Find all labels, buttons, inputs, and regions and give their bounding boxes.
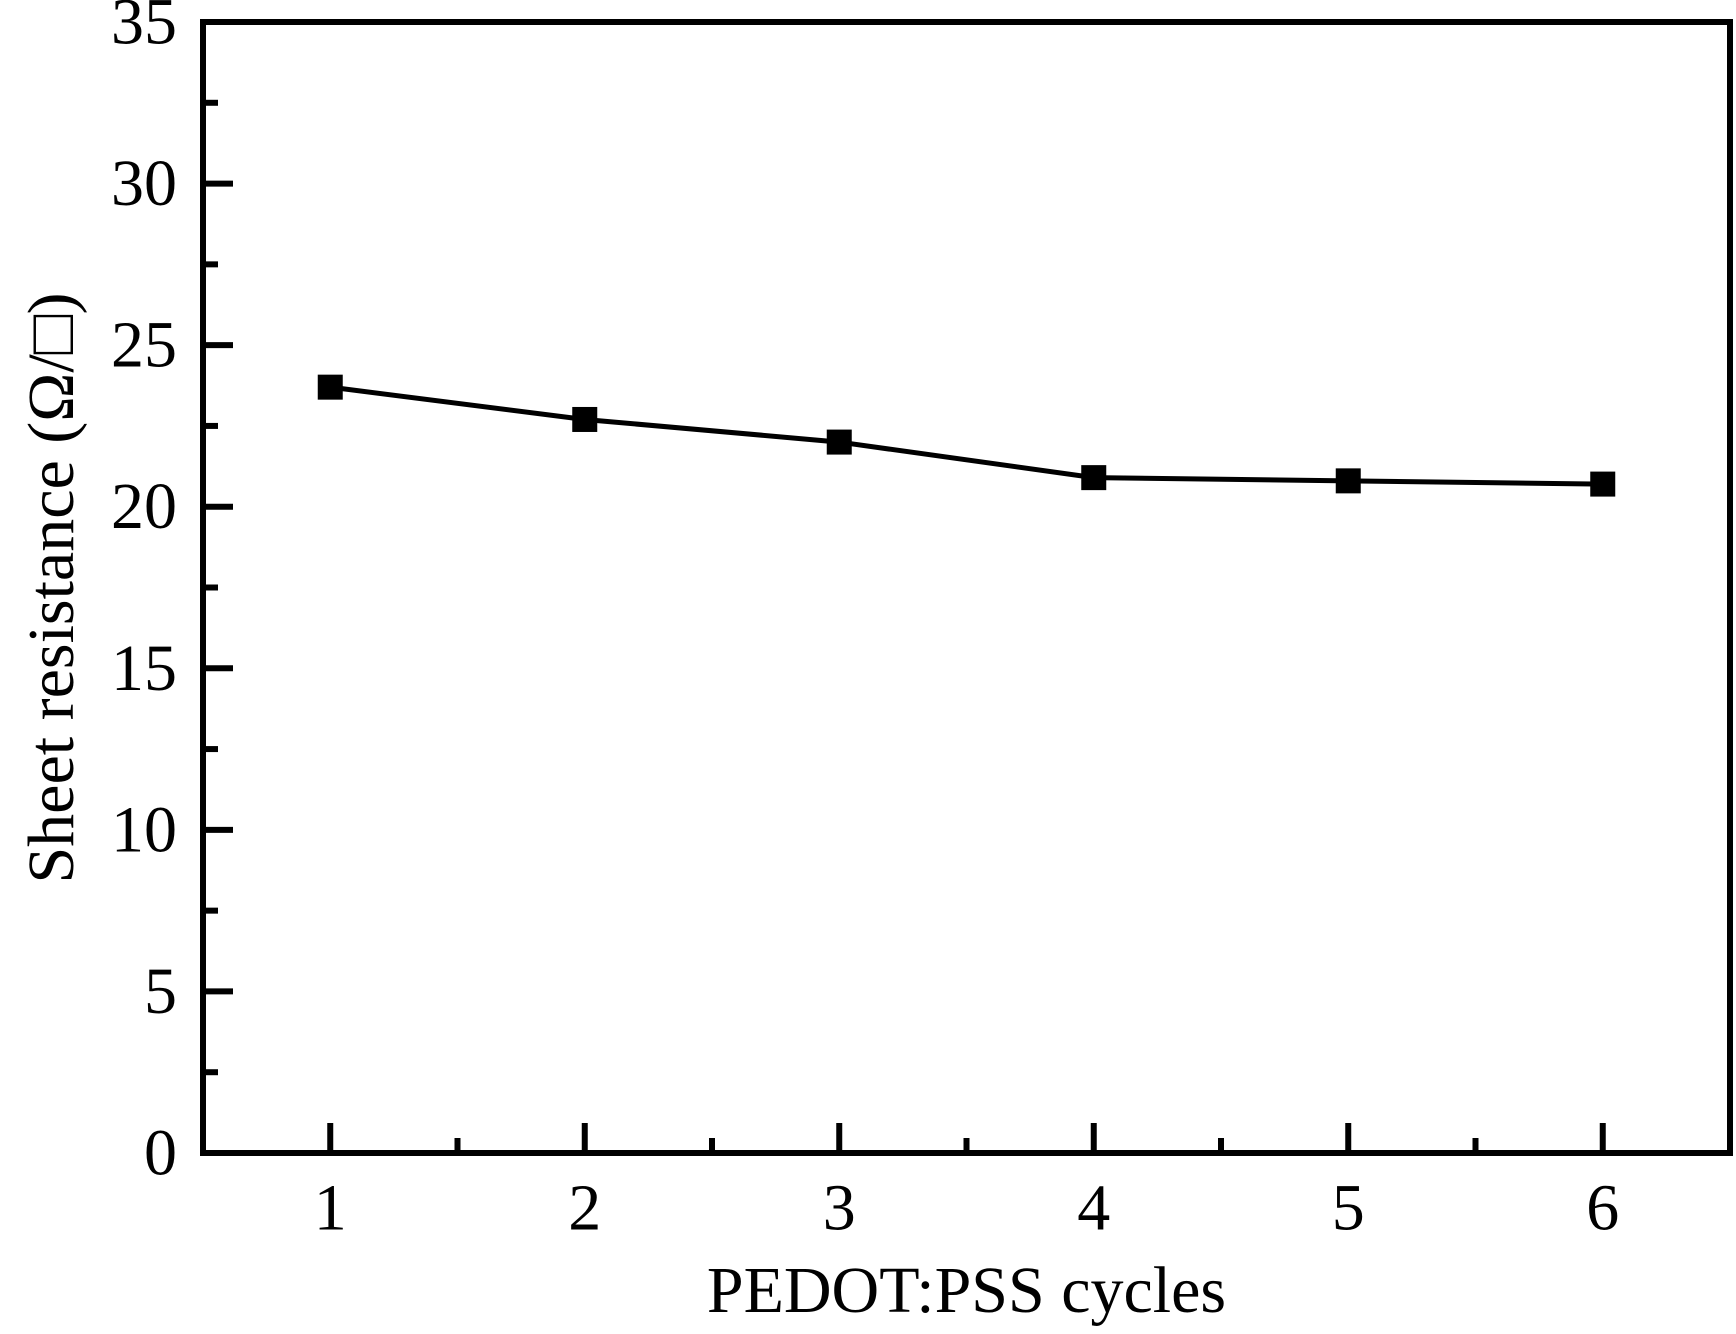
y-tick-label: 10 xyxy=(111,793,177,866)
data-point-marker xyxy=(317,374,343,400)
data-point-marker xyxy=(1081,465,1107,491)
x-tick-label: 1 xyxy=(314,1172,347,1245)
y-tick-label: 35 xyxy=(111,0,177,59)
data-point-marker xyxy=(1590,471,1616,497)
x-tick-label: 5 xyxy=(1332,1172,1365,1245)
data-line xyxy=(329,384,1603,487)
x-tick-label: 3 xyxy=(823,1172,856,1245)
y-tick-label: 15 xyxy=(111,632,177,705)
y-axis-title: Sheet resistance (Ω/□) xyxy=(15,292,88,884)
x-tick-label: 6 xyxy=(1586,1172,1619,1245)
data-point-marker xyxy=(1335,468,1361,494)
data-point-marker xyxy=(826,429,852,455)
x-axis-title: PEDOT:PSS cycles xyxy=(706,1254,1227,1327)
y-tick-label: 25 xyxy=(111,309,177,382)
y-tick-label: 30 xyxy=(111,147,177,220)
data-point-marker xyxy=(572,406,598,432)
x-tick-label: 4 xyxy=(1077,1172,1110,1245)
x-tick-label: 2 xyxy=(568,1172,601,1245)
y-tick-label: 5 xyxy=(144,955,177,1028)
y-tick-label: 0 xyxy=(144,1117,177,1190)
plot-border xyxy=(200,19,1733,1156)
y-tick-label: 20 xyxy=(111,470,177,543)
